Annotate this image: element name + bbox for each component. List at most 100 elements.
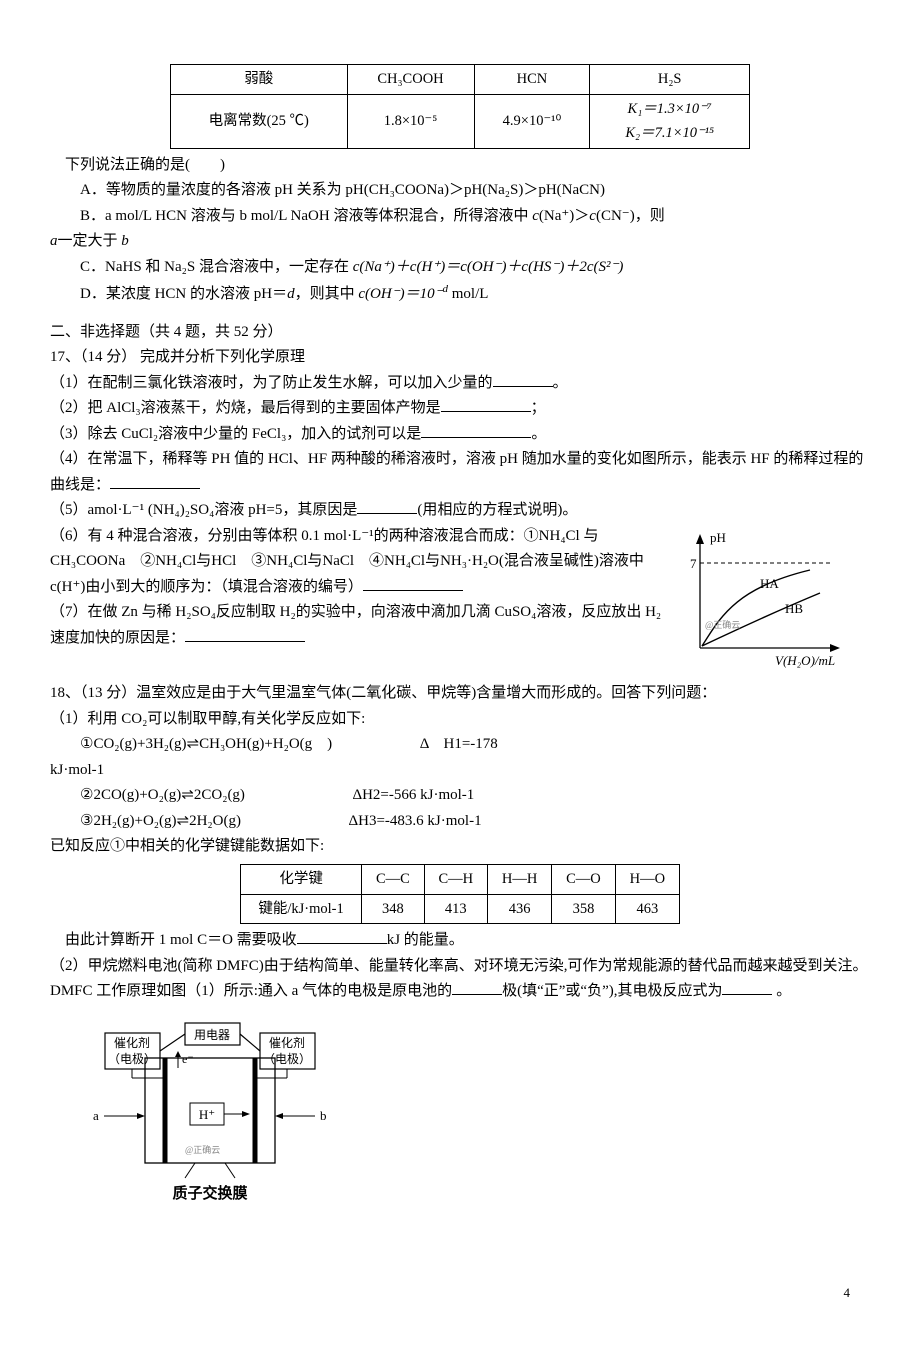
cell-wm: @正确云 [185,1144,220,1155]
h-plus-label: H⁺ [199,1107,215,1122]
opt-c: C．NaHS 和 Na₂S 混合溶液中，一定存在 c(Na⁺)＋c(H⁺)＝c(… [50,255,870,281]
section-2-title: 二、非选择题（共 4 题，共 52 分） [50,320,870,346]
bt-h0: 化学键 [241,864,362,894]
bt-r0: 键能/kJ·mol-1 [241,894,362,924]
bt-r1: 348 [362,894,424,924]
opt-bt1: a [50,233,58,249]
t1-rowlabel: 电离常数(25 ℃) [171,94,348,148]
opt-d: D．某浓度 HCN 的水溶液 pH＝d，则其中 c(OH⁻)＝10⁻d mol/… [50,280,870,308]
opt-b-tail: a一定大于 b [50,229,870,255]
q17-2b: ； [531,400,546,416]
opt-b2: c [532,208,539,224]
blank [357,513,417,514]
q17-6t: （6）有 4 种混合溶液，分别由等体积 0.1 mol·L⁻¹的两种溶液混合而成… [50,528,644,595]
blank [493,386,553,387]
opt-bt2: 一定大于 [58,233,122,249]
bond-intro: 已知反应①中相关的化学键键能数据如下: [50,834,870,860]
opt-b4: c [589,208,596,224]
q17-1b: 。 [553,375,568,391]
t1-v1: 4.9×10⁻¹⁰ [474,94,590,148]
bt-h5: H—O [615,864,679,894]
blank [722,994,772,995]
eq1c: Δ H1=-178 [420,736,498,752]
t1-h1: CH₃COOH [347,65,474,95]
blank [110,488,200,489]
t1-h3: H₂S [590,65,750,95]
graph-wm: @正确云 [705,619,740,630]
blank [363,590,463,591]
t1-v0: 1.8×10⁻⁵ [347,94,474,148]
q17-5a: （5）amol·L⁻¹ (NH₄)₂SO₄溶液 pH=5，其原因是 [50,502,357,518]
q17-3: （3）除去 CuCl₂溶液中少量的 FeCl₃，加入的试剂可以是 。 [50,422,870,448]
opt-d3: ，则其中 [295,286,359,302]
bt-h4: C—O [552,864,615,894]
ph-graph-svg: 7 HA HB pH @正确云 V(H₂O)/mL [680,528,850,668]
blank [297,943,387,944]
b-label: b [320,1108,327,1123]
eq-arrow-icon: ⇌ [177,813,190,830]
bt-r2: 413 [424,894,487,924]
eq-arrow-icon: ⇌ [187,736,200,753]
fuel-cell-svg: 催化剂 （电极） 催化剂 （电极） 用电器 e⁻ H⁺ a [90,1013,350,1213]
opt-bt3: b [121,233,129,249]
opt-d6: mol/L [448,286,488,302]
bt-r3: 436 [487,894,551,924]
q18-eq3: ③2H₂(g)+O₂(g)⇌2H₂O(g) ΔH3=-483.6 kJ·mol-… [50,809,870,835]
conc-a: 由此计算断开 1 mol C＝O 需要吸收 [65,932,297,948]
t1-h2s: K₁＝1.3×10⁻⁷ K₂＝7.1×10⁻¹⁵ [590,94,750,148]
e-label: e⁻ [182,1052,194,1066]
ph-graph: 7 HA HB pH @正确云 V(H₂O)/mL [680,528,850,678]
eq2a: ②2CO(g)+O₂(g) [80,787,181,803]
q17-5b: (用相应的方程式说明)。 [417,502,577,518]
blank [452,994,502,995]
q18-2b: 极(填“正”或“负”),其电极反应式为 [502,983,722,999]
q18-2c: 。 [772,983,791,999]
q18-eq2: ②2CO(g)+O₂(g)⇌2CO₂(g) ΔH2=-566 kJ·mol-1 [50,783,870,809]
bond-energy-table: 化学键 C—C C—H H—H C—O H—O 键能/kJ·mol-1 348 … [240,864,680,924]
eq1a: ①CO₂(g)+3H₂(g) [80,736,187,752]
blank [185,641,305,642]
q17-1a: （1）在配制三氯化铁溶液时，为了防止发生水解，可以加入少量的 [50,375,493,391]
opt-b: B．a mol/L HCN 溶液与 b mol/L NaOH 溶液等体积混合，所… [50,204,870,230]
q17-4: （4）在常温下，稀释等 PH 值的 HCl、HF 两种酸的稀溶液时，溶液 pH … [50,447,870,498]
opt-d2: d [287,286,295,302]
bt-r5: 463 [615,894,679,924]
cat-r-2: （电极） [263,1052,311,1066]
q17-3b: 。 [531,426,546,442]
q18-eq1: ①CO₂(g)+3H₂(g)⇌CH₃OH(g)+H₂O(g ) Δ H1=-17… [50,732,870,758]
bt-h1: C—C [362,864,424,894]
opt-d1: D．某浓度 HCN 的水溶液 pH＝ [80,286,287,302]
graph-y7: 7 [690,556,697,571]
opt-b1: B．a mol/L HCN 溶液与 b mol/L NaOH 溶液等体积混合，所… [80,208,532,224]
opt-a: A．等物质的量浓度的各溶液 pH 关系为 pH(CH₃COONa)＞pH(Na₂… [50,178,870,204]
eq2c: ΔH2=-566 kJ·mol-1 [352,787,474,803]
q17-3a: （3）除去 CuCl₂溶液中少量的 FeCl₃，加入的试剂可以是 [50,426,421,442]
opt-d4: c(OH⁻)＝10⁻ [358,286,442,302]
bt-r4: 358 [552,894,615,924]
graph-hb: HB [785,601,803,616]
cat-l-2: （电极） [108,1052,156,1066]
eq-arrow-icon: ⇌ [181,787,194,804]
eq3a: ③2H₂(g)+O₂(g) [80,813,177,829]
opt-b3: (Na⁺)＞ [539,208,589,224]
q17-head: 17、（14 分） 完成并分析下列化学原理 [50,345,870,371]
t1-h0: 弱酸 [171,65,348,95]
opt-b5: (CN⁻)，则 [596,208,665,224]
fuel-cell-diagram: 催化剂 （电极） 催化剂 （电极） 用电器 e⁻ H⁺ a [90,1013,870,1223]
cat-r-1: 催化剂 [269,1035,305,1050]
graph-ha: HA [760,576,779,591]
eq3c: ΔH3=-483.6 kJ·mol-1 [348,813,481,829]
conc-b: kJ 的能量。 [387,932,464,948]
q18-head: 18、（13 分）温室效应是由于大气里温室气体(二氧化碳、甲烷等)含量增大而形成… [50,681,870,707]
q17-4t: （4）在常温下，稀释等 PH 值的 HCl、HF 两种酸的稀溶液时，溶液 pH … [50,451,863,493]
q17-5: （5）amol·L⁻¹ (NH₄)₂SO₄溶液 pH=5，其原因是 (用相应的方程… [50,498,870,524]
q17-2a: （2）把 AlCl₃溶液蒸干，灼烧，最后得到的主要固体产物是 [50,400,441,416]
a-label: a [93,1108,99,1123]
t1-k2: K₂＝7.1×10⁻¹⁵ [625,125,714,141]
opt-c1: C．NaHS 和 Na₂S 混合溶液中，一定存在 [80,259,353,275]
eq3b: 2H₂O(g) [189,813,241,829]
cat-l-1: 催化剂 [114,1035,150,1050]
weak-acid-table: 弱酸 CH₃COOH HCN H₂S 电离常数(25 ℃) 1.8×10⁻⁵ 4… [170,64,750,149]
q18-1: （1）利用 CO₂可以制取甲醇,有关化学反应如下: [50,707,870,733]
bt-h3: H—H [487,864,551,894]
